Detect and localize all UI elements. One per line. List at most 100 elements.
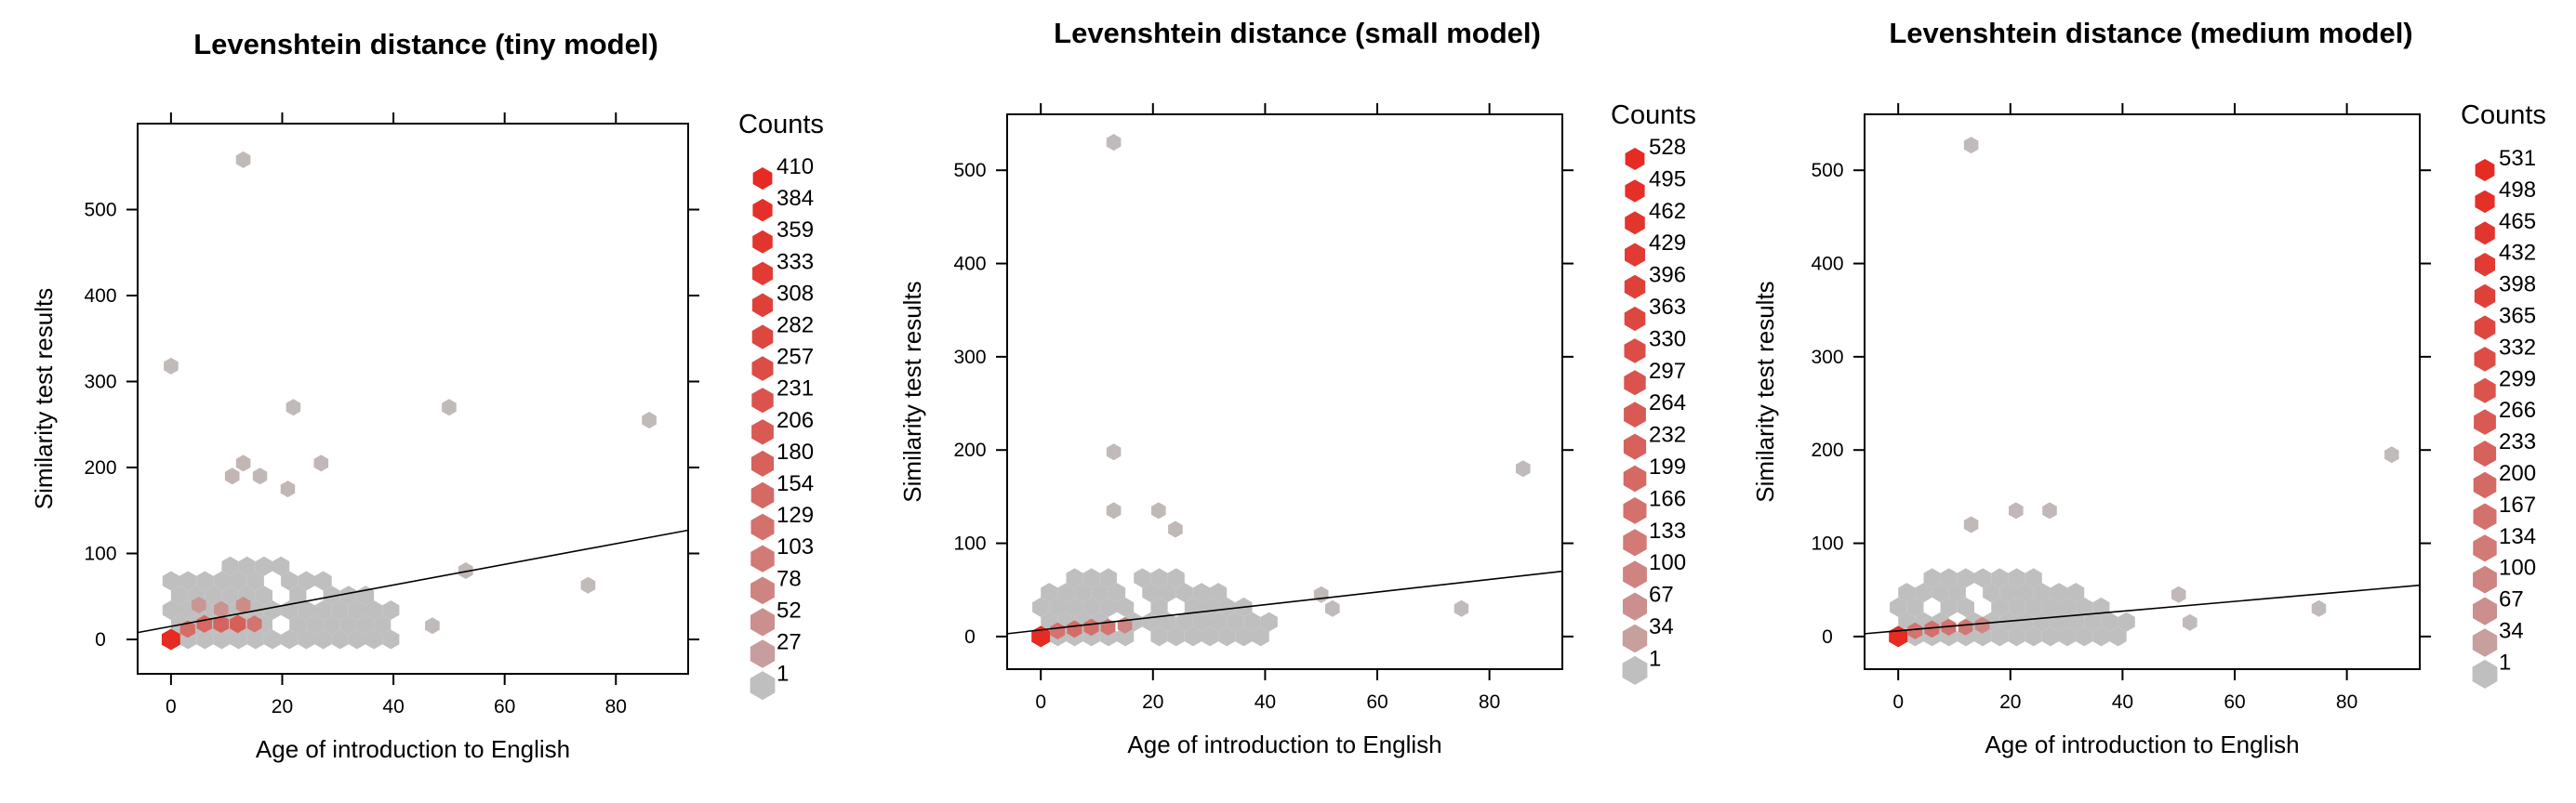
hexbin-cell — [298, 600, 315, 620]
hexbin-cell — [314, 600, 332, 620]
hexbin-cell — [221, 556, 239, 576]
hexbin-cell — [272, 556, 290, 576]
hexbin-cell — [331, 629, 349, 650]
hexbin-cell — [1243, 612, 1261, 632]
hexbin-cell — [365, 600, 383, 620]
hexbin-cell — [1999, 583, 2017, 603]
panel-3: Levenshtein distance (medium model) 0 20 40… — [1751, 17, 2546, 758]
hexbin-cell — [1948, 583, 1966, 603]
hexbin-cell — [1991, 568, 2009, 588]
data-hexbin — [425, 617, 440, 635]
legend-hexagon — [1623, 560, 1647, 588]
hexbin-cell — [348, 629, 365, 650]
hexbin-cell — [281, 571, 299, 591]
hexbin-cell — [230, 629, 247, 650]
legend-value: 27 — [777, 630, 802, 655]
legend-hexagon — [1624, 274, 1646, 299]
legend-value: 498 — [2499, 178, 2536, 203]
legend-hexagon — [1623, 529, 1647, 557]
legend-value: 129 — [777, 503, 814, 528]
data-hexbin — [1168, 520, 1183, 538]
y-tick-label: 200 — [953, 440, 986, 461]
legend-hexagon — [1624, 402, 1646, 428]
legend-value: 465 — [2499, 209, 2536, 234]
hexbin-cell — [1218, 626, 1236, 647]
legend-value: 180 — [777, 440, 814, 465]
data-hexbin — [1963, 516, 1979, 533]
legend: Counts 410 384 359 333 308 282 257 231 206 180 154 1… — [738, 110, 824, 701]
legend-hexagon — [2475, 221, 2495, 245]
hexbin-cell — [2076, 626, 2093, 647]
data-hexbin — [1454, 599, 1469, 617]
legend-hexagon — [752, 167, 773, 190]
legend-value: 282 — [777, 313, 814, 338]
hexbin-cell — [1150, 597, 1168, 617]
x-tick-label: 20 — [1142, 691, 1163, 713]
legend-hexagon — [1625, 179, 1645, 203]
hexbin-cell — [374, 614, 392, 635]
hexbin-cell — [213, 629, 231, 650]
hexbin-cell — [1983, 583, 2000, 603]
data-hexbin — [580, 576, 596, 594]
legend-hexagon — [2474, 315, 2496, 340]
legend-value: 365 — [2499, 304, 2536, 329]
hexbin-cell — [289, 614, 307, 635]
legend-value: 1 — [777, 662, 789, 687]
legend-hexagon — [2473, 597, 2497, 625]
hexbin-cell — [1940, 568, 1958, 588]
hexbin-cell — [2016, 612, 2034, 632]
legend-hexagon — [2474, 409, 2496, 435]
data-hexbin — [1106, 502, 1122, 520]
legend-hexagon — [1623, 465, 1647, 493]
legend-hexagon — [750, 545, 775, 573]
hexbin-cell — [1192, 612, 1210, 632]
legend-value: 432 — [2499, 241, 2536, 266]
hexbin-cell — [1142, 583, 1160, 603]
legend-value: 1 — [2499, 650, 2511, 675]
legend-hexagon — [752, 230, 773, 254]
legend-value: 133 — [1649, 519, 1686, 544]
legend-title: Counts — [1611, 100, 1696, 130]
hexbin-cell — [230, 571, 247, 591]
hexbin-cell — [1957, 597, 1974, 617]
y-tick-label: 500 — [953, 160, 986, 181]
hexbin-cell — [1974, 568, 1992, 588]
legend-value: 429 — [1649, 230, 1686, 256]
legend-value: 34 — [2499, 619, 2524, 644]
legend-hexagon — [2474, 377, 2496, 403]
hexbin-cell — [1049, 597, 1067, 617]
legend-hexagon — [2473, 565, 2497, 594]
y-tick-label: 300 — [953, 347, 986, 368]
hexbin-cell — [246, 571, 264, 591]
legend-hexagon — [1623, 433, 1647, 460]
panel-title: Levenshtein distance (tiny model) — [193, 28, 658, 60]
legend-value: 100 — [1649, 550, 1686, 575]
legend-value: 297 — [1649, 359, 1686, 384]
legend-hexagon — [2473, 471, 2497, 499]
legend-hexagon — [2473, 534, 2497, 562]
data-hexbin — [1941, 618, 1957, 636]
legend-value: 531 — [2499, 146, 2536, 171]
panel-1: Levenshtein distance (tiny model) 0 20 40 60… — [30, 28, 824, 763]
hexbin-cell — [2041, 626, 2059, 647]
legend-value: 1 — [1649, 646, 1661, 671]
legend-hexagon — [751, 388, 774, 414]
y-tick-label: 500 — [84, 200, 116, 221]
y-tick-label: 100 — [953, 533, 986, 555]
hexbin-cell — [213, 571, 231, 591]
panel-2: Levenshtein distance (small model) 0 20 40 6… — [898, 17, 1696, 758]
hexbin-cell — [2025, 568, 2042, 588]
hexbin-cell — [1218, 597, 1236, 617]
data-hexbin — [235, 454, 251, 472]
hexbin-cell — [348, 600, 365, 620]
hexbin-cell — [2008, 626, 2025, 647]
legend-hexagon — [2475, 159, 2495, 181]
hexbin-cell — [289, 586, 307, 606]
hexbin-cell — [263, 600, 282, 620]
y-tick-label: 0 — [1822, 626, 1833, 648]
x-tick-label: 80 — [605, 696, 627, 717]
legend-hexagon — [1622, 655, 1648, 685]
y-tick-label: 500 — [1811, 160, 1843, 181]
hexbin-cell — [2025, 626, 2042, 647]
